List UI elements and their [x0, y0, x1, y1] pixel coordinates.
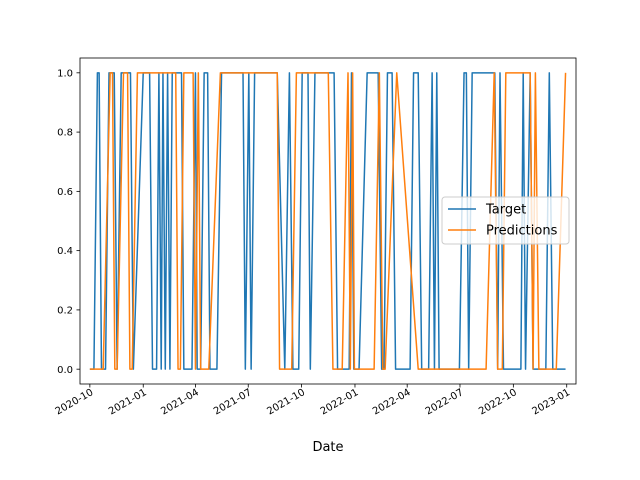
legend-label-predictions: Predictions	[486, 224, 558, 239]
series-line-predictions	[89, 72, 567, 370]
y-tick-label: 0.2	[57, 306, 73, 317]
legend-label-target: Target	[485, 203, 526, 218]
legend: Target Predictions	[441, 196, 570, 245]
y-tick-label: 0.4	[57, 246, 73, 257]
y-tick-label: 0.8	[57, 128, 73, 139]
y-tick-label: 1.0	[57, 68, 73, 79]
x-axis-label: Date	[312, 440, 343, 455]
axes-frame	[79, 57, 577, 385]
y-tick-label: 0.6	[57, 187, 73, 198]
y-axis-ticks: 0.0 0.2 0.4 0.6 0.8 1.0	[57, 68, 80, 376]
y-tick-label: 0.0	[57, 365, 73, 376]
